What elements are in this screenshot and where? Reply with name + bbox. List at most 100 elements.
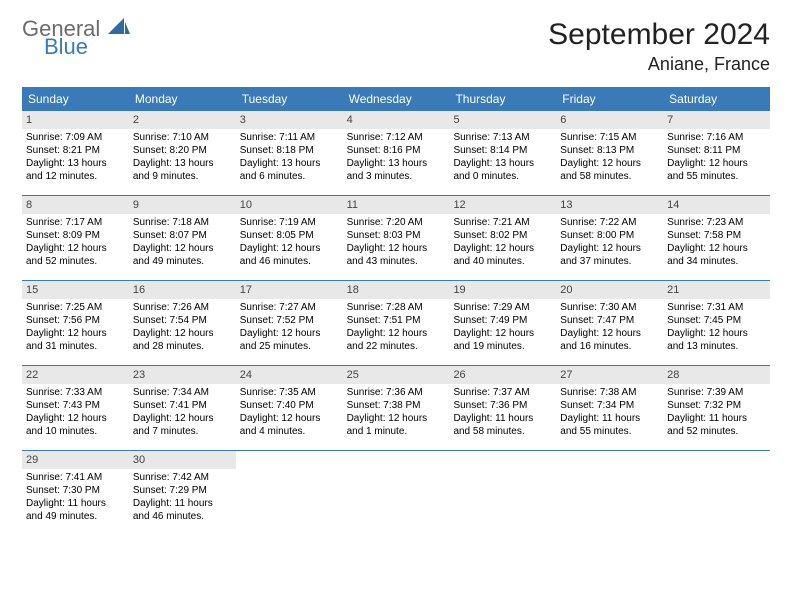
day-number: 11	[343, 196, 450, 214]
day1-text: Daylight: 12 hours	[453, 242, 552, 255]
day-number: 12	[449, 196, 556, 214]
day-cell: 14Sunrise: 7:23 AMSunset: 7:58 PMDayligh…	[663, 196, 770, 280]
day1-text: Daylight: 12 hours	[133, 327, 232, 340]
sunrise-text: Sunrise: 7:26 AM	[133, 301, 232, 314]
sunset-text: Sunset: 7:51 PM	[347, 314, 446, 327]
sunrise-text: Sunrise: 7:38 AM	[560, 386, 659, 399]
day2-text: and 22 minutes.	[347, 340, 446, 353]
sunset-text: Sunset: 7:36 PM	[453, 399, 552, 412]
day-header: Sunday	[22, 87, 129, 111]
day-number: 17	[236, 281, 343, 299]
day-cell: 29Sunrise: 7:41 AMSunset: 7:30 PMDayligh…	[22, 451, 129, 535]
day2-text: and 4 minutes.	[240, 425, 339, 438]
day1-text: Daylight: 12 hours	[667, 242, 766, 255]
day2-text: and 55 minutes.	[667, 170, 766, 183]
day1-text: Daylight: 11 hours	[560, 412, 659, 425]
sunrise-text: Sunrise: 7:21 AM	[453, 216, 552, 229]
day2-text: and 58 minutes.	[560, 170, 659, 183]
day-number: 8	[22, 196, 129, 214]
day1-text: Daylight: 13 hours	[240, 157, 339, 170]
day1-text: Daylight: 11 hours	[133, 497, 232, 510]
day-number: 14	[663, 196, 770, 214]
sunset-text: Sunset: 7:38 PM	[347, 399, 446, 412]
sunset-text: Sunset: 7:29 PM	[133, 484, 232, 497]
sunset-text: Sunset: 7:58 PM	[667, 229, 766, 242]
day1-text: Daylight: 12 hours	[667, 327, 766, 340]
sunrise-text: Sunrise: 7:12 AM	[347, 131, 446, 144]
sunset-text: Sunset: 7:34 PM	[560, 399, 659, 412]
sunset-text: Sunset: 8:05 PM	[240, 229, 339, 242]
sunset-text: Sunset: 8:09 PM	[26, 229, 125, 242]
day1-text: Daylight: 12 hours	[453, 327, 552, 340]
day-cell: 24Sunrise: 7:35 AMSunset: 7:40 PMDayligh…	[236, 366, 343, 450]
sunset-text: Sunset: 7:54 PM	[133, 314, 232, 327]
day-cell: 18Sunrise: 7:28 AMSunset: 7:51 PMDayligh…	[343, 281, 450, 365]
day-number: 6	[556, 111, 663, 129]
day-cell: 17Sunrise: 7:27 AMSunset: 7:52 PMDayligh…	[236, 281, 343, 365]
day1-text: Daylight: 12 hours	[667, 157, 766, 170]
sunrise-text: Sunrise: 7:42 AM	[133, 471, 232, 484]
week-row: 22Sunrise: 7:33 AMSunset: 7:43 PMDayligh…	[22, 366, 770, 451]
sunrise-text: Sunrise: 7:30 AM	[560, 301, 659, 314]
day-number: 2	[129, 111, 236, 129]
day-number: 26	[449, 366, 556, 384]
day-number: 30	[129, 451, 236, 469]
day2-text: and 6 minutes.	[240, 170, 339, 183]
day2-text: and 49 minutes.	[26, 510, 125, 523]
header: General Blue September 2024 Aniane, Fran…	[22, 18, 770, 75]
day2-text: and 28 minutes.	[133, 340, 232, 353]
day-cell: 22Sunrise: 7:33 AMSunset: 7:43 PMDayligh…	[22, 366, 129, 450]
sunrise-text: Sunrise: 7:28 AM	[347, 301, 446, 314]
day2-text: and 13 minutes.	[667, 340, 766, 353]
day-number: 5	[449, 111, 556, 129]
day-number: 1	[22, 111, 129, 129]
day-number: 22	[22, 366, 129, 384]
day-cell: 2Sunrise: 7:10 AMSunset: 8:20 PMDaylight…	[129, 111, 236, 195]
day-number: 16	[129, 281, 236, 299]
day-number: 18	[343, 281, 450, 299]
day-cell: 4Sunrise: 7:12 AMSunset: 8:16 PMDaylight…	[343, 111, 450, 195]
day-cell: 28Sunrise: 7:39 AMSunset: 7:32 PMDayligh…	[663, 366, 770, 450]
day-header: Monday	[129, 87, 236, 111]
day2-text: and 7 minutes.	[133, 425, 232, 438]
day-cell	[236, 451, 343, 535]
day2-text: and 9 minutes.	[133, 170, 232, 183]
sunset-text: Sunset: 7:47 PM	[560, 314, 659, 327]
sunrise-text: Sunrise: 7:29 AM	[453, 301, 552, 314]
week-row: 15Sunrise: 7:25 AMSunset: 7:56 PMDayligh…	[22, 281, 770, 366]
day-cell: 3Sunrise: 7:11 AMSunset: 8:18 PMDaylight…	[236, 111, 343, 195]
day-header: Tuesday	[236, 87, 343, 111]
day2-text: and 58 minutes.	[453, 425, 552, 438]
day-cell: 19Sunrise: 7:29 AMSunset: 7:49 PMDayligh…	[449, 281, 556, 365]
day2-text: and 40 minutes.	[453, 255, 552, 268]
day1-text: Daylight: 11 hours	[26, 497, 125, 510]
day2-text: and 0 minutes.	[453, 170, 552, 183]
sunset-text: Sunset: 7:45 PM	[667, 314, 766, 327]
sunrise-text: Sunrise: 7:39 AM	[667, 386, 766, 399]
sunrise-text: Sunrise: 7:15 AM	[560, 131, 659, 144]
day1-text: Daylight: 11 hours	[453, 412, 552, 425]
logo-sail-icon	[108, 18, 130, 40]
sunset-text: Sunset: 8:14 PM	[453, 144, 552, 157]
day2-text: and 37 minutes.	[560, 255, 659, 268]
sunrise-text: Sunrise: 7:25 AM	[26, 301, 125, 314]
sunrise-text: Sunrise: 7:10 AM	[133, 131, 232, 144]
sunset-text: Sunset: 8:07 PM	[133, 229, 232, 242]
day-number: 3	[236, 111, 343, 129]
day-cell	[663, 451, 770, 535]
sunrise-text: Sunrise: 7:20 AM	[347, 216, 446, 229]
day1-text: Daylight: 12 hours	[560, 242, 659, 255]
day-number: 24	[236, 366, 343, 384]
day-header: Thursday	[449, 87, 556, 111]
day1-text: Daylight: 12 hours	[26, 242, 125, 255]
day-cell	[449, 451, 556, 535]
sunrise-text: Sunrise: 7:11 AM	[240, 131, 339, 144]
day-cell: 12Sunrise: 7:21 AMSunset: 8:02 PMDayligh…	[449, 196, 556, 280]
month-title: September 2024	[548, 18, 770, 52]
day2-text: and 34 minutes.	[667, 255, 766, 268]
week-row: 29Sunrise: 7:41 AMSunset: 7:30 PMDayligh…	[22, 451, 770, 535]
day2-text: and 3 minutes.	[347, 170, 446, 183]
day-cell: 9Sunrise: 7:18 AMSunset: 8:07 PMDaylight…	[129, 196, 236, 280]
day2-text: and 1 minute.	[347, 425, 446, 438]
sunrise-text: Sunrise: 7:18 AM	[133, 216, 232, 229]
